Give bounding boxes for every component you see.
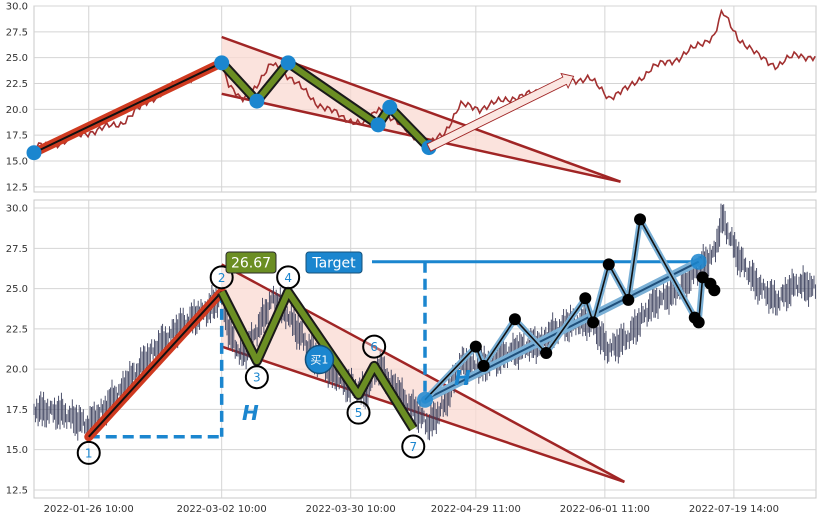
pivot-number-circle xyxy=(244,365,269,390)
y-tick-label: 12.5 xyxy=(6,485,28,496)
pivot-number-circle xyxy=(276,265,301,290)
pivot-dot xyxy=(214,55,230,71)
target-value-box: 26.67 xyxy=(225,251,277,274)
zigzag-point xyxy=(622,293,635,306)
pivot-number-label: 7 xyxy=(409,440,417,454)
pivot-number-label: 1 xyxy=(85,446,93,460)
top-panel: 12.5 15.0 17.5 20.0 22.5 25.0 27.5 30.0 xyxy=(6,2,817,194)
wave-line xyxy=(219,288,416,431)
post-breakout-path xyxy=(417,213,721,408)
buy-marker-circle xyxy=(304,344,335,375)
y-tick-label: 15.0 xyxy=(6,445,28,456)
y-tick-label: 20.0 xyxy=(6,105,28,116)
x-tick-label: 2022-06-01 11:00 xyxy=(560,504,650,515)
target-word-box: Target xyxy=(305,251,363,274)
y-tick-label: 15.0 xyxy=(6,157,28,168)
top-projection-arrow xyxy=(426,72,575,152)
zigzag-point xyxy=(508,313,521,326)
y-tick-label: 27.5 xyxy=(6,27,28,38)
pivot-number-label: 4 xyxy=(284,271,292,285)
target-value-label: 26.67 xyxy=(231,256,271,272)
target-word-label: Target xyxy=(311,256,356,272)
y-tick-label: 17.5 xyxy=(6,131,28,142)
pivot-number-markers: 1 2 3 4 5 6 7 xyxy=(76,265,426,465)
pivot-dot xyxy=(26,145,42,161)
pivot-number-circle xyxy=(362,334,387,359)
y-tick-label: 30.0 xyxy=(6,2,28,13)
x-tick-label: 2022-04-29 11:00 xyxy=(431,504,521,515)
zigzag-point xyxy=(634,213,647,226)
pivot-number-circle xyxy=(401,434,426,459)
height-measure-lines xyxy=(88,260,699,439)
zigzag-point xyxy=(602,258,615,271)
zigzag-point xyxy=(540,347,553,360)
zigzag-point xyxy=(579,292,592,305)
pivot-number-label: 6 xyxy=(370,340,378,354)
y-tick-label: 22.5 xyxy=(6,79,28,90)
zigzag-point xyxy=(692,316,705,329)
pivot-dot xyxy=(249,93,265,109)
bottom-pattern xyxy=(84,286,418,442)
zigzag-point xyxy=(587,316,600,329)
y-tick-label: 17.5 xyxy=(6,405,28,416)
y-tick-label: 30.0 xyxy=(6,204,28,215)
pivot-number-label: 3 xyxy=(253,371,261,385)
buy-marker-label: 买1 xyxy=(310,353,328,366)
pivot-dot xyxy=(370,117,386,133)
x-tick-label: 2022-07-19 14:00 xyxy=(689,504,779,515)
bottom-panel: 12.5 15.0 17.5 20.0 22.5 25.0 27.5 30.0 2022-01… xyxy=(6,199,817,515)
zigzag-point xyxy=(469,340,482,353)
y-tick-label: 12.5 xyxy=(6,182,28,193)
target-point xyxy=(690,253,707,270)
y-tick-label: 25.0 xyxy=(6,53,28,64)
buy-marker: 买1 xyxy=(304,344,335,375)
pivot-dot xyxy=(382,99,398,115)
pivot-number-circle xyxy=(346,400,371,425)
height-mark-left: H xyxy=(242,401,259,425)
top-pattern xyxy=(26,55,437,161)
x-tick-label: 2022-01-26 10:00 xyxy=(44,504,134,515)
y-tick-label: 25.0 xyxy=(6,284,28,295)
y-tick-label: 27.5 xyxy=(6,244,28,255)
target-word-box-bg xyxy=(305,251,363,274)
x-tick-label: 2022-03-30 10:00 xyxy=(306,504,396,515)
first-leg-line xyxy=(88,291,223,438)
first-leg-line xyxy=(33,61,223,154)
bottom-x-axis: 2022-01-26 10:00 2022-03-02 10:00 2022-03-… xyxy=(44,504,779,515)
top-y-axis: 12.5 15.0 17.5 20.0 22.5 25.0 27.5 30.0 xyxy=(6,2,28,194)
x-tick-label: 2022-03-02 10:00 xyxy=(177,504,267,515)
zigzag-point xyxy=(477,359,490,372)
projection-arrow xyxy=(426,72,575,152)
wave-line xyxy=(219,59,432,150)
target-value-box-bg xyxy=(225,251,277,274)
y-tick-label: 20.0 xyxy=(6,365,28,376)
pivot-number-label: 2 xyxy=(218,271,226,285)
pivot-dot xyxy=(280,55,296,71)
height-mark-right: H xyxy=(454,366,471,390)
zigzag-point xyxy=(708,284,721,297)
bottom-y-axis: 12.5 15.0 17.5 20.0 22.5 25.0 27.5 30.0 xyxy=(6,204,28,497)
pivot-number-circle xyxy=(76,440,101,465)
breakout-point xyxy=(417,391,433,408)
pivot-number-label: 5 xyxy=(355,406,363,420)
y-tick-label: 22.5 xyxy=(6,324,28,335)
